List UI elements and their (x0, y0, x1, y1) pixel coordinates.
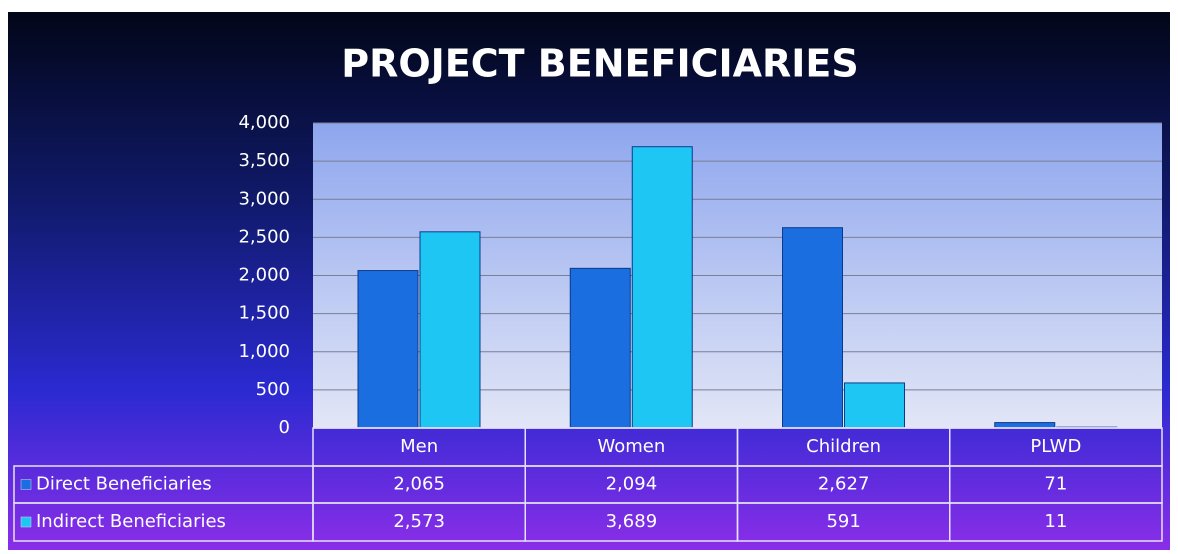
y-tick-label: 500 (256, 379, 290, 400)
x-tick-label: Children (806, 436, 881, 457)
data-label: 71 (1044, 474, 1067, 495)
data-label: 3,689 (606, 511, 658, 532)
bar (357, 270, 419, 429)
x-tick-label: PLWD (1030, 436, 1081, 457)
legend-key (20, 516, 32, 528)
y-tick-label: 1,000 (238, 341, 290, 362)
y-tick-label: 4,000 (238, 112, 290, 133)
bar (994, 422, 1056, 429)
data-label: 2,627 (818, 474, 870, 495)
bar (631, 146, 693, 429)
y-tick-label: 1,500 (238, 303, 290, 324)
y-tick-label: 0 (279, 417, 290, 438)
data-label: 2,094 (606, 474, 658, 495)
table-cell (949, 502, 1163, 542)
y-tick-label: 3,500 (238, 150, 290, 171)
y-tick-label: 2,500 (238, 226, 290, 247)
bar (419, 231, 481, 429)
legend-key (20, 479, 32, 490)
bar (782, 227, 843, 429)
bar (569, 267, 631, 429)
data-label: 591 (826, 511, 860, 532)
x-tick-label: Women (597, 436, 665, 457)
x-tick-label: Men (400, 436, 438, 457)
bar (844, 382, 905, 429)
data-label: 2,065 (393, 474, 445, 495)
y-tick-label: 2,000 (238, 265, 290, 286)
chart-title: PROJECT BENEFICIARIES (341, 42, 859, 86)
legend-label: Indirect Beneficiaries (36, 511, 226, 532)
legend-label: Direct Beneficiaries (36, 474, 212, 495)
data-label: 2,573 (393, 511, 445, 532)
data-label: 11 (1044, 511, 1067, 532)
y-tick-label: 3,000 (238, 188, 290, 209)
